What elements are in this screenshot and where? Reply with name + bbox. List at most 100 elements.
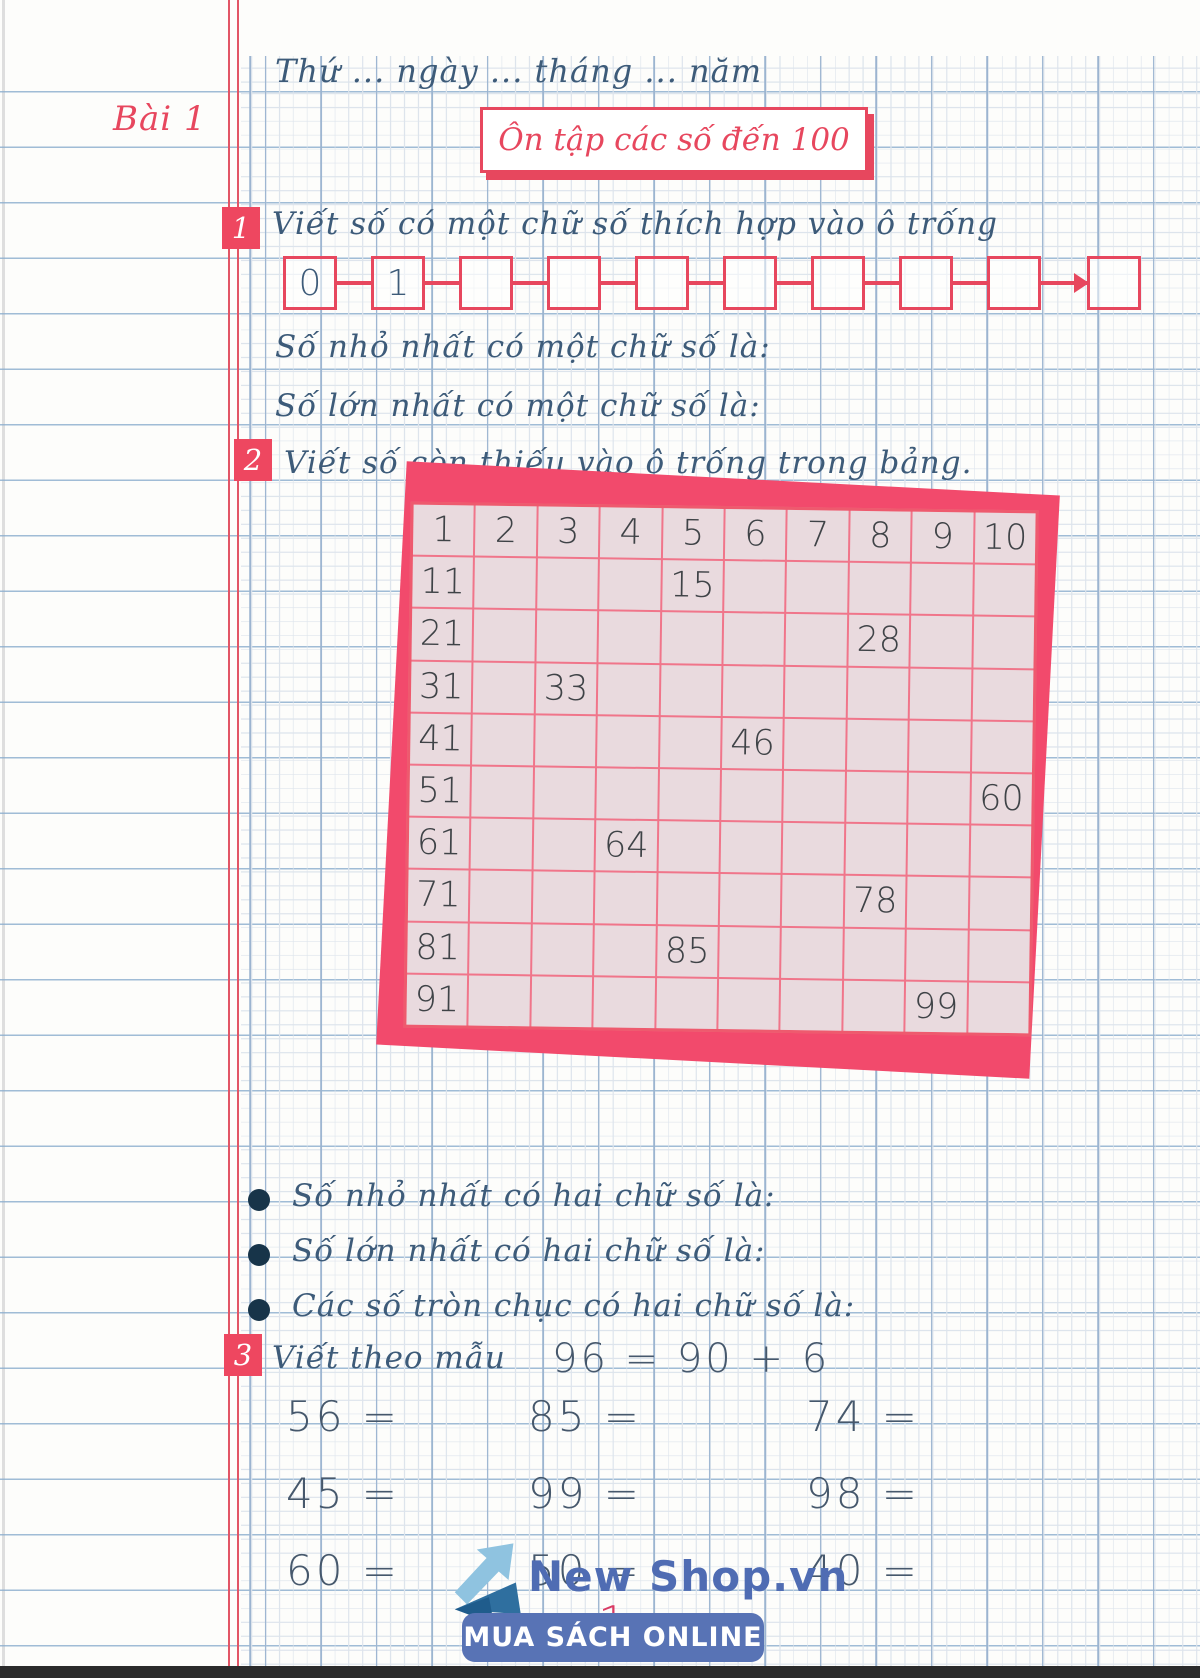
table-cell-empty[interactable]	[848, 562, 911, 615]
table-cell-empty[interactable]	[785, 666, 847, 718]
hundred-table-wrap: 1 2 3 4 5 6 7 8 9 10 11 15 21 28 31 33 41 46 51 60 61 64 71 78 8…	[376, 461, 1060, 1079]
table-cell-empty[interactable]	[722, 665, 784, 717]
table-cell-empty[interactable]	[660, 664, 722, 716]
table-cell-empty[interactable]	[469, 923, 531, 975]
table-cell-empty[interactable]	[723, 613, 785, 665]
table-cell-empty[interactable]	[719, 874, 781, 926]
table-cell-empty[interactable]	[972, 669, 1034, 721]
table-cell-filled: 81	[407, 922, 469, 974]
equation-blank[interactable]: 40 =	[806, 1546, 920, 1595]
table-cell-empty[interactable]	[782, 875, 844, 927]
table-cell-empty[interactable]	[655, 977, 718, 1029]
equation-blank[interactable]: 98 =	[806, 1469, 920, 1518]
round-tens-line: Các số tròn chục có hai chữ số là:	[292, 1288, 856, 1324]
number-box-empty[interactable]	[635, 256, 689, 310]
table-cell-empty[interactable]	[719, 926, 781, 978]
number-box-empty[interactable]	[459, 256, 513, 310]
table-cell-empty[interactable]	[532, 871, 594, 923]
equation-blank[interactable]: 99 =	[528, 1469, 642, 1518]
table-cell-empty[interactable]	[472, 714, 534, 766]
table-cell-empty[interactable]	[531, 923, 593, 976]
connector	[689, 281, 723, 285]
table-cell-empty[interactable]	[718, 978, 780, 1030]
table-cell-empty[interactable]	[908, 772, 970, 824]
table-cell-empty[interactable]	[784, 718, 846, 770]
table-cell-empty[interactable]	[968, 930, 1030, 982]
table-cell-empty[interactable]	[596, 768, 658, 820]
table-cell-empty[interactable]	[780, 979, 842, 1031]
table-cell-empty[interactable]	[658, 769, 720, 821]
table-cell-empty[interactable]	[537, 558, 599, 610]
table-cell-empty[interactable]	[661, 612, 723, 664]
table-cell-empty[interactable]	[470, 818, 533, 870]
table-cell-empty[interactable]	[967, 982, 1030, 1034]
table-cell-empty[interactable]	[845, 823, 907, 875]
table-cell-empty[interactable]	[658, 821, 720, 873]
table-cell-empty[interactable]	[721, 770, 783, 822]
table-cell-empty[interactable]	[470, 870, 532, 922]
lesson-label: Bài 1	[113, 99, 207, 139]
table-cell-empty[interactable]	[534, 767, 596, 819]
table-cell-empty[interactable]	[594, 924, 656, 976]
table-cell-filled: 64	[595, 820, 657, 872]
table-cell-empty[interactable]	[597, 663, 660, 715]
equation-blank[interactable]: 74 =	[806, 1392, 920, 1441]
table-cell-empty[interactable]	[724, 561, 786, 613]
table-cell-empty[interactable]	[599, 559, 661, 611]
table-cell-empty[interactable]	[659, 716, 721, 768]
equation-blank[interactable]: 56 =	[286, 1392, 400, 1441]
table-cell-empty[interactable]	[595, 872, 657, 924]
table-cell-empty[interactable]	[973, 616, 1035, 668]
number-box-empty[interactable]	[1087, 256, 1141, 310]
table-cell-empty[interactable]	[847, 667, 909, 719]
table-cell-empty[interactable]	[906, 929, 968, 981]
number-box-empty[interactable]	[547, 256, 601, 310]
table-cell-empty[interactable]	[970, 825, 1032, 877]
table-cell-empty[interactable]	[911, 563, 973, 615]
table-cell-empty[interactable]	[781, 927, 843, 979]
table-cell-empty[interactable]	[474, 557, 536, 609]
equation-blank[interactable]: 85 =	[528, 1392, 642, 1441]
table-cell-empty[interactable]	[597, 716, 659, 768]
table-cell-empty[interactable]	[846, 719, 908, 771]
table-cell-filled: 46	[722, 717, 784, 769]
number-box-empty[interactable]	[987, 256, 1041, 310]
table-cell-empty[interactable]	[782, 823, 845, 875]
table-cell-empty[interactable]	[533, 819, 595, 871]
table-cell-filled: 60	[970, 773, 1032, 825]
table-cell-empty[interactable]	[971, 721, 1033, 773]
number-box-empty[interactable]	[723, 256, 777, 310]
table-cell-empty[interactable]	[909, 668, 972, 720]
table-cell-empty[interactable]	[720, 822, 782, 874]
equation-blank[interactable]: 45 =	[286, 1469, 400, 1518]
table-cell-empty[interactable]	[783, 770, 845, 822]
table-cell-empty[interactable]	[534, 715, 596, 767]
table-cell-empty[interactable]	[785, 614, 847, 666]
table-cell-empty[interactable]	[593, 977, 655, 1029]
table-cell-empty[interactable]	[909, 720, 971, 772]
mua-sach-online-badge: MUA SÁCH ONLINE	[462, 1613, 764, 1662]
table-cell-empty[interactable]	[973, 564, 1035, 616]
table-cell-empty[interactable]	[907, 824, 969, 876]
table-cell-empty[interactable]	[910, 616, 972, 668]
number-box-empty[interactable]	[811, 256, 865, 310]
table-cell-empty[interactable]	[657, 873, 719, 925]
table-cell-empty[interactable]	[843, 980, 905, 1032]
table-cell-empty[interactable]	[906, 877, 969, 929]
equation-blank[interactable]: 50 =	[528, 1546, 642, 1595]
table-cell-empty[interactable]	[473, 609, 535, 661]
table-cell-empty[interactable]	[531, 976, 593, 1028]
table-cell-empty[interactable]	[786, 562, 848, 614]
table-cell-empty[interactable]	[846, 771, 908, 823]
table-cell-empty[interactable]	[843, 928, 905, 980]
table-cell-filled: 2	[475, 505, 537, 557]
equation-blank[interactable]: 60 =	[286, 1546, 400, 1595]
table-cell-filled: 15	[661, 560, 723, 612]
table-cell-empty[interactable]	[468, 975, 530, 1027]
table-cell-empty[interactable]	[473, 662, 535, 714]
table-cell-empty[interactable]	[969, 877, 1031, 929]
table-cell-empty[interactable]	[471, 766, 533, 818]
number-box-empty[interactable]	[899, 256, 953, 310]
table-cell-empty[interactable]	[536, 610, 598, 662]
table-cell-empty[interactable]	[598, 611, 660, 663]
